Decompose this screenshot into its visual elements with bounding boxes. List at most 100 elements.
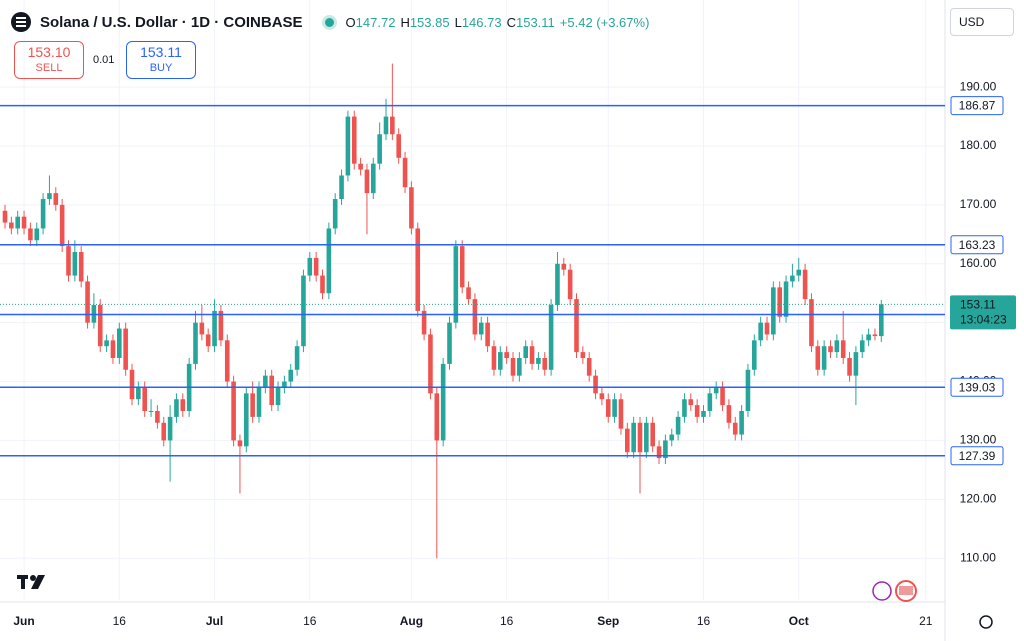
candle-body — [85, 281, 90, 323]
candle-body — [796, 269, 802, 276]
currency-select[interactable]: USD — [950, 8, 1014, 36]
candle-body — [650, 422, 655, 447]
candle-body — [313, 257, 319, 276]
y-tick-label: 130.00 — [960, 433, 997, 447]
candle-body — [872, 334, 878, 337]
candle-body — [764, 322, 770, 335]
candle-body — [78, 252, 84, 282]
candle-body — [53, 193, 59, 205]
candle-body — [548, 305, 554, 370]
candle-body — [485, 322, 490, 347]
y-tick-label: 190.00 — [960, 79, 997, 93]
candle-body — [180, 399, 186, 411]
candle-body — [320, 275, 325, 294]
candle-body — [491, 346, 497, 370]
candle-body — [498, 352, 503, 370]
candle-body — [377, 134, 382, 164]
candle-body — [726, 405, 732, 423]
candle-body — [815, 346, 821, 370]
candle-body — [720, 387, 725, 406]
x-tick-label: Jul — [206, 614, 223, 628]
candle-body — [732, 422, 738, 435]
level-label: 139.03 — [959, 380, 996, 394]
candle-body — [142, 387, 147, 411]
y-tick-label: 160.00 — [960, 256, 997, 270]
candle-body — [567, 269, 573, 300]
candle-body — [307, 257, 313, 276]
tv-logo — [17, 575, 45, 589]
candle-body — [459, 246, 465, 288]
settings-icon[interactable] — [979, 615, 993, 629]
level-label-box — [950, 446, 1004, 466]
candle-body — [625, 428, 630, 453]
level-label: 163.23 — [959, 238, 996, 252]
y-tick-label: 120.00 — [960, 491, 997, 505]
candle-body — [28, 228, 33, 241]
candle-body — [758, 322, 763, 341]
candle-body — [428, 334, 433, 394]
candle-body — [440, 363, 446, 441]
value: 153.11 — [515, 14, 555, 30]
x-tick-label: 21 — [919, 614, 933, 628]
bottom-icons[interactable] — [872, 580, 917, 602]
candle-body — [701, 410, 706, 417]
candle-body — [244, 393, 249, 447]
candle-body — [802, 269, 808, 300]
candle-body — [256, 387, 262, 417]
x-tick-label: Oct — [789, 614, 809, 628]
candle-body — [859, 340, 865, 353]
buy-label: BUY — [149, 62, 173, 74]
candle-body — [421, 310, 427, 335]
candle-body — [218, 310, 224, 341]
candle-body — [790, 275, 795, 282]
sell-price: 153.10 — [27, 44, 71, 60]
candle-body — [402, 157, 408, 188]
candle-body — [148, 410, 154, 412]
candle-body — [809, 299, 814, 347]
candle-body — [783, 281, 789, 317]
candle-body — [155, 410, 160, 423]
candle-body — [396, 134, 401, 158]
candle-body — [745, 369, 751, 411]
x-tick-label: 16 — [113, 614, 127, 628]
candle-body — [59, 204, 65, 247]
sell-label: SELL — [35, 62, 63, 74]
label: O — [345, 14, 356, 30]
level-label-box — [950, 377, 1004, 397]
candle-body — [358, 163, 363, 170]
sell-button[interactable]: 153.10 SELL — [14, 41, 84, 79]
candle-body — [777, 287, 782, 317]
candle-body — [383, 116, 389, 135]
candle-body — [517, 357, 522, 376]
buy-button[interactable]: 153.11 BUY — [126, 41, 196, 79]
candle-body — [688, 399, 694, 406]
x-tick-label: Sep — [597, 614, 619, 628]
candle-body — [682, 399, 687, 417]
candle-body — [339, 175, 344, 200]
label: L — [454, 14, 462, 30]
x-tick-label: 16 — [303, 614, 317, 628]
candle-body — [40, 199, 46, 229]
candle-body — [275, 387, 281, 406]
x-tick-label: Jun — [13, 614, 34, 628]
candle-body — [605, 399, 611, 417]
candle-body — [694, 405, 700, 417]
level-label: 186.87 — [959, 99, 996, 113]
candle-body — [250, 393, 255, 417]
candle-body — [669, 434, 675, 441]
candle-body — [580, 352, 586, 358]
candle-body — [409, 187, 414, 229]
candle-body — [434, 393, 440, 441]
candle-body — [136, 387, 141, 400]
candle-body — [117, 328, 122, 358]
candle-body — [612, 399, 617, 417]
value: 153.85 — [409, 14, 450, 30]
candle-body — [586, 357, 592, 376]
candle-body — [364, 169, 370, 194]
candle-body — [663, 440, 668, 459]
candle-body — [282, 381, 287, 388]
candle-body — [536, 357, 541, 364]
label: C — [506, 14, 516, 30]
